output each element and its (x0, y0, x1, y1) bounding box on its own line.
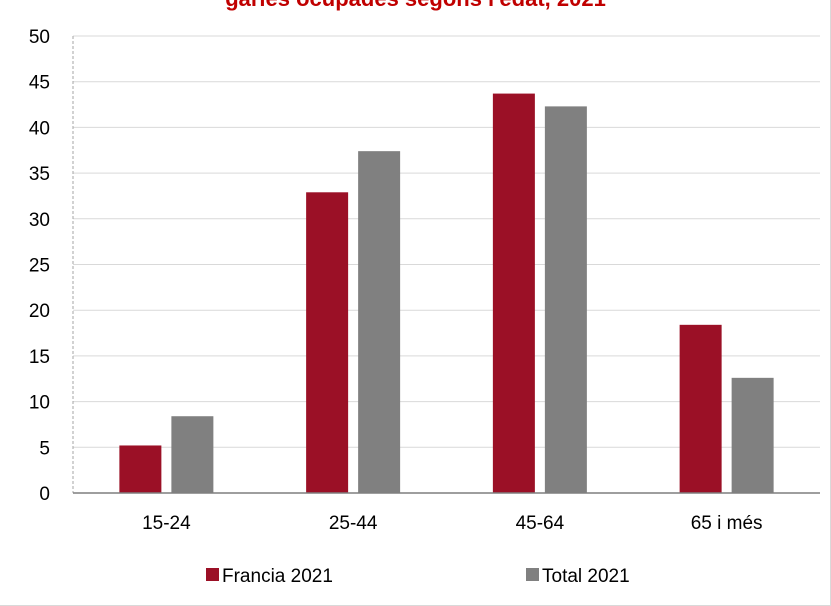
y-tick-label: 30 (29, 210, 50, 231)
bar-total-2021 (171, 416, 214, 493)
bar-total-2021 (731, 377, 774, 493)
bar-total-2021 (358, 151, 401, 493)
y-tick-label: 35 (29, 164, 50, 185)
bar-francia-2021 (119, 445, 162, 493)
y-tick-label: 0 (39, 484, 50, 505)
y-tick-label: 25 (29, 256, 50, 277)
y-tick-label: 45 (29, 73, 50, 94)
legend-label: Total 2021 (542, 566, 630, 587)
legend-swatch (526, 568, 539, 581)
x-tick-label: 65 i més (691, 513, 763, 534)
bar-francia-2021 (679, 324, 722, 493)
y-tick-label: 50 (29, 27, 50, 48)
y-tick-label: 5 (39, 438, 50, 459)
x-tick-label: 25-44 (329, 513, 378, 534)
bar-francia-2021 (306, 192, 349, 493)
y-tick-label: 20 (29, 301, 50, 322)
x-tick-label: 15-24 (142, 513, 191, 534)
x-tick-label: 45-64 (516, 513, 565, 534)
legend-label: Francia 2021 (222, 566, 333, 587)
chart-title: gàries ocupades segons l'edat, 2021 (0, 0, 831, 12)
y-tick-label: 15 (29, 347, 50, 368)
y-tick-label: 10 (29, 393, 50, 414)
y-tick-label: 40 (29, 118, 50, 139)
legend-swatch (206, 568, 219, 581)
bar-total-2021 (544, 106, 587, 494)
bar-francia-2021 (492, 93, 535, 493)
